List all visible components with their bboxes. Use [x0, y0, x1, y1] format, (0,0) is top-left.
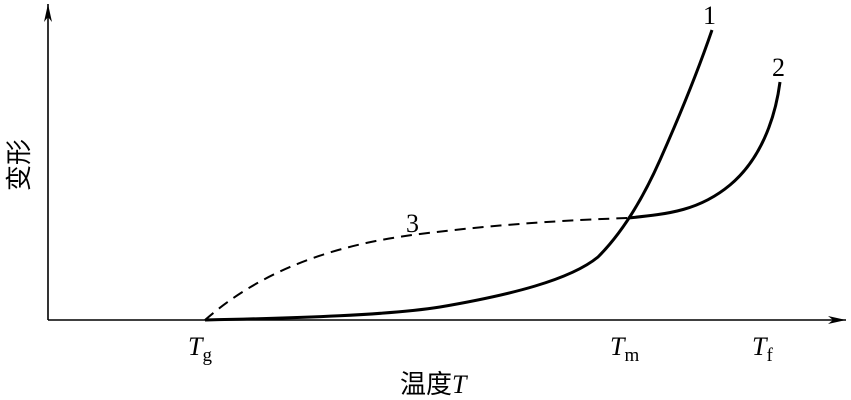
label-text: 温度 — [400, 370, 452, 399]
symbol: T — [188, 332, 204, 361]
symbol: T — [610, 332, 626, 361]
x-mark-label: Tf — [752, 332, 773, 366]
x-mark-label: Tm — [610, 332, 639, 366]
curve-1 — [204, 29, 714, 322]
curve-2 — [627, 81, 782, 220]
curve-label: 1 — [703, 1, 716, 30]
subscript: g — [202, 345, 212, 366]
y-axis-label: 变形 — [5, 139, 34, 191]
symbol: T — [752, 332, 768, 361]
curve-label: 2 — [772, 53, 785, 82]
curve-3 — [204, 217, 629, 321]
subscript: m — [624, 345, 639, 366]
label-variable: T — [452, 370, 468, 399]
x-axis-label: 温度T — [400, 370, 468, 399]
x-mark-label: Tg — [188, 332, 212, 366]
curve-label: 3 — [406, 209, 419, 238]
subscript: f — [766, 345, 773, 366]
